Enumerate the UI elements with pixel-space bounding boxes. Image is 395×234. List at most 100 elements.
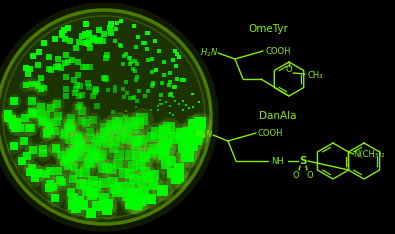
Point	[84, 146, 90, 150]
Point	[65, 165, 71, 168]
Point	[149, 57, 155, 61]
Point	[29, 166, 36, 170]
Point	[163, 162, 169, 166]
Text: O: O	[293, 171, 299, 179]
Point	[112, 89, 118, 93]
Point	[196, 130, 203, 133]
Point	[70, 155, 76, 159]
Point	[102, 76, 108, 80]
Point	[57, 154, 64, 157]
Point	[76, 146, 82, 150]
Point	[64, 124, 71, 128]
Point	[66, 138, 72, 142]
Point	[87, 131, 93, 134]
Point	[101, 32, 107, 36]
Point	[75, 60, 81, 64]
Point	[82, 183, 88, 187]
Point	[100, 40, 106, 43]
Point	[74, 136, 81, 140]
Point	[46, 121, 53, 124]
Point	[93, 184, 100, 187]
Point	[78, 150, 84, 154]
Point	[53, 66, 59, 69]
Point	[188, 143, 195, 147]
Point	[196, 123, 202, 127]
Point	[70, 155, 76, 159]
Point	[133, 199, 139, 203]
Point	[163, 162, 169, 166]
Point	[59, 180, 66, 183]
Point	[154, 131, 160, 135]
Point	[35, 63, 41, 67]
Point	[9, 117, 15, 120]
Point	[127, 185, 134, 189]
Point	[134, 75, 140, 79]
Point	[81, 170, 88, 174]
Point	[46, 55, 52, 59]
Point	[25, 72, 31, 76]
Point	[183, 155, 190, 159]
Point	[162, 146, 168, 150]
Point	[104, 54, 110, 57]
Point	[112, 127, 118, 130]
Point	[181, 145, 187, 149]
Point	[70, 203, 76, 207]
Point	[101, 181, 107, 185]
Point	[161, 152, 167, 155]
Point	[75, 136, 82, 140]
Point	[126, 202, 133, 205]
Point	[67, 127, 73, 131]
Point	[75, 155, 82, 159]
Point	[186, 149, 192, 153]
Point	[10, 123, 16, 127]
Point	[99, 153, 105, 157]
Point	[127, 185, 134, 189]
Ellipse shape	[0, 10, 211, 224]
Point	[77, 183, 84, 186]
Point	[77, 103, 83, 107]
Point	[40, 147, 46, 151]
Point	[183, 155, 190, 159]
Point	[11, 99, 17, 103]
Point	[26, 67, 33, 71]
Point	[104, 203, 110, 207]
Point	[89, 194, 95, 197]
Point	[75, 94, 82, 98]
Point	[77, 142, 83, 146]
Point	[73, 142, 80, 146]
Point	[67, 150, 73, 154]
Point	[53, 146, 59, 150]
Point	[115, 127, 122, 131]
Point	[113, 22, 120, 25]
Point	[26, 126, 32, 129]
Point	[105, 88, 112, 91]
Point	[151, 173, 157, 177]
Point	[71, 148, 77, 152]
Point	[48, 106, 55, 110]
Point	[131, 202, 137, 206]
Point	[159, 189, 166, 193]
Point	[133, 143, 139, 146]
Point	[186, 106, 192, 110]
Point	[132, 59, 138, 63]
Point	[87, 131, 93, 134]
Point	[133, 45, 139, 49]
Point	[35, 171, 41, 175]
Point	[85, 161, 91, 164]
Point	[54, 121, 60, 124]
Point	[139, 138, 145, 142]
Point	[193, 137, 199, 141]
Text: $H_2N$: $H_2N$	[200, 47, 218, 59]
Point	[105, 203, 111, 206]
Point	[78, 142, 84, 146]
Point	[47, 170, 53, 173]
Point	[28, 126, 34, 129]
Point	[142, 95, 148, 98]
Point	[13, 120, 20, 124]
Point	[71, 165, 77, 169]
Point	[59, 31, 65, 34]
Point	[164, 142, 170, 145]
Point	[56, 178, 63, 182]
Point	[53, 147, 59, 150]
Point	[128, 121, 135, 125]
